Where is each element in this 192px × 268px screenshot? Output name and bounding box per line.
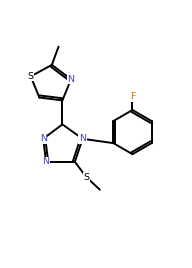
Text: S: S bbox=[83, 173, 89, 182]
Text: N: N bbox=[43, 157, 50, 166]
Text: N: N bbox=[40, 134, 47, 143]
Text: F: F bbox=[130, 92, 135, 101]
Text: N: N bbox=[79, 134, 86, 143]
Text: N: N bbox=[68, 75, 74, 84]
Text: S: S bbox=[28, 72, 34, 81]
